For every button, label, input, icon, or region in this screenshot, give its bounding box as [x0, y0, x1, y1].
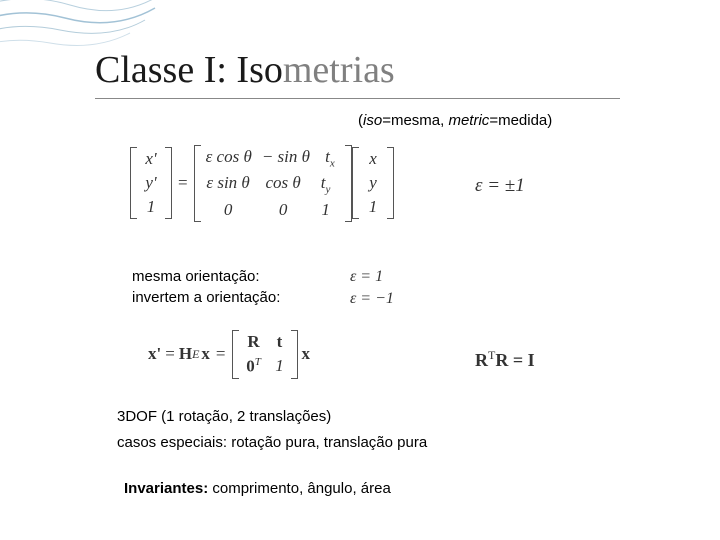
title-part-gray: metrias: [283, 49, 395, 91]
dof-text: 3DOF (1 rotação, 2 translações): [117, 408, 331, 425]
orientation-epsilon: ε = 1 ε = −1: [350, 266, 394, 309]
rtr-equation: RTR = I: [475, 348, 535, 371]
subtitle: (iso=mesma, metric=medida): [358, 112, 552, 129]
title-underline: [95, 98, 620, 99]
slide-title: Classe I: Isometrias: [95, 48, 395, 92]
compact-matrix-equation: x'=HEx = Rt 0T1 x: [148, 330, 310, 379]
orientation-labels: mesma orientação: invertem a orientação:: [132, 266, 280, 308]
epsilon-equation: ε = ±1: [475, 175, 525, 197]
invariants-text: Invariantes: comprimento, ângulo, área: [124, 480, 391, 497]
main-matrix-equation: x' y' 1 = ε cos θ− sin θtx ε sin θcos θt…: [130, 145, 394, 222]
special-cases-text: casos especiais: rotação pura, translaçã…: [117, 434, 427, 451]
title-part-black: Classe I: Iso: [95, 49, 283, 91]
